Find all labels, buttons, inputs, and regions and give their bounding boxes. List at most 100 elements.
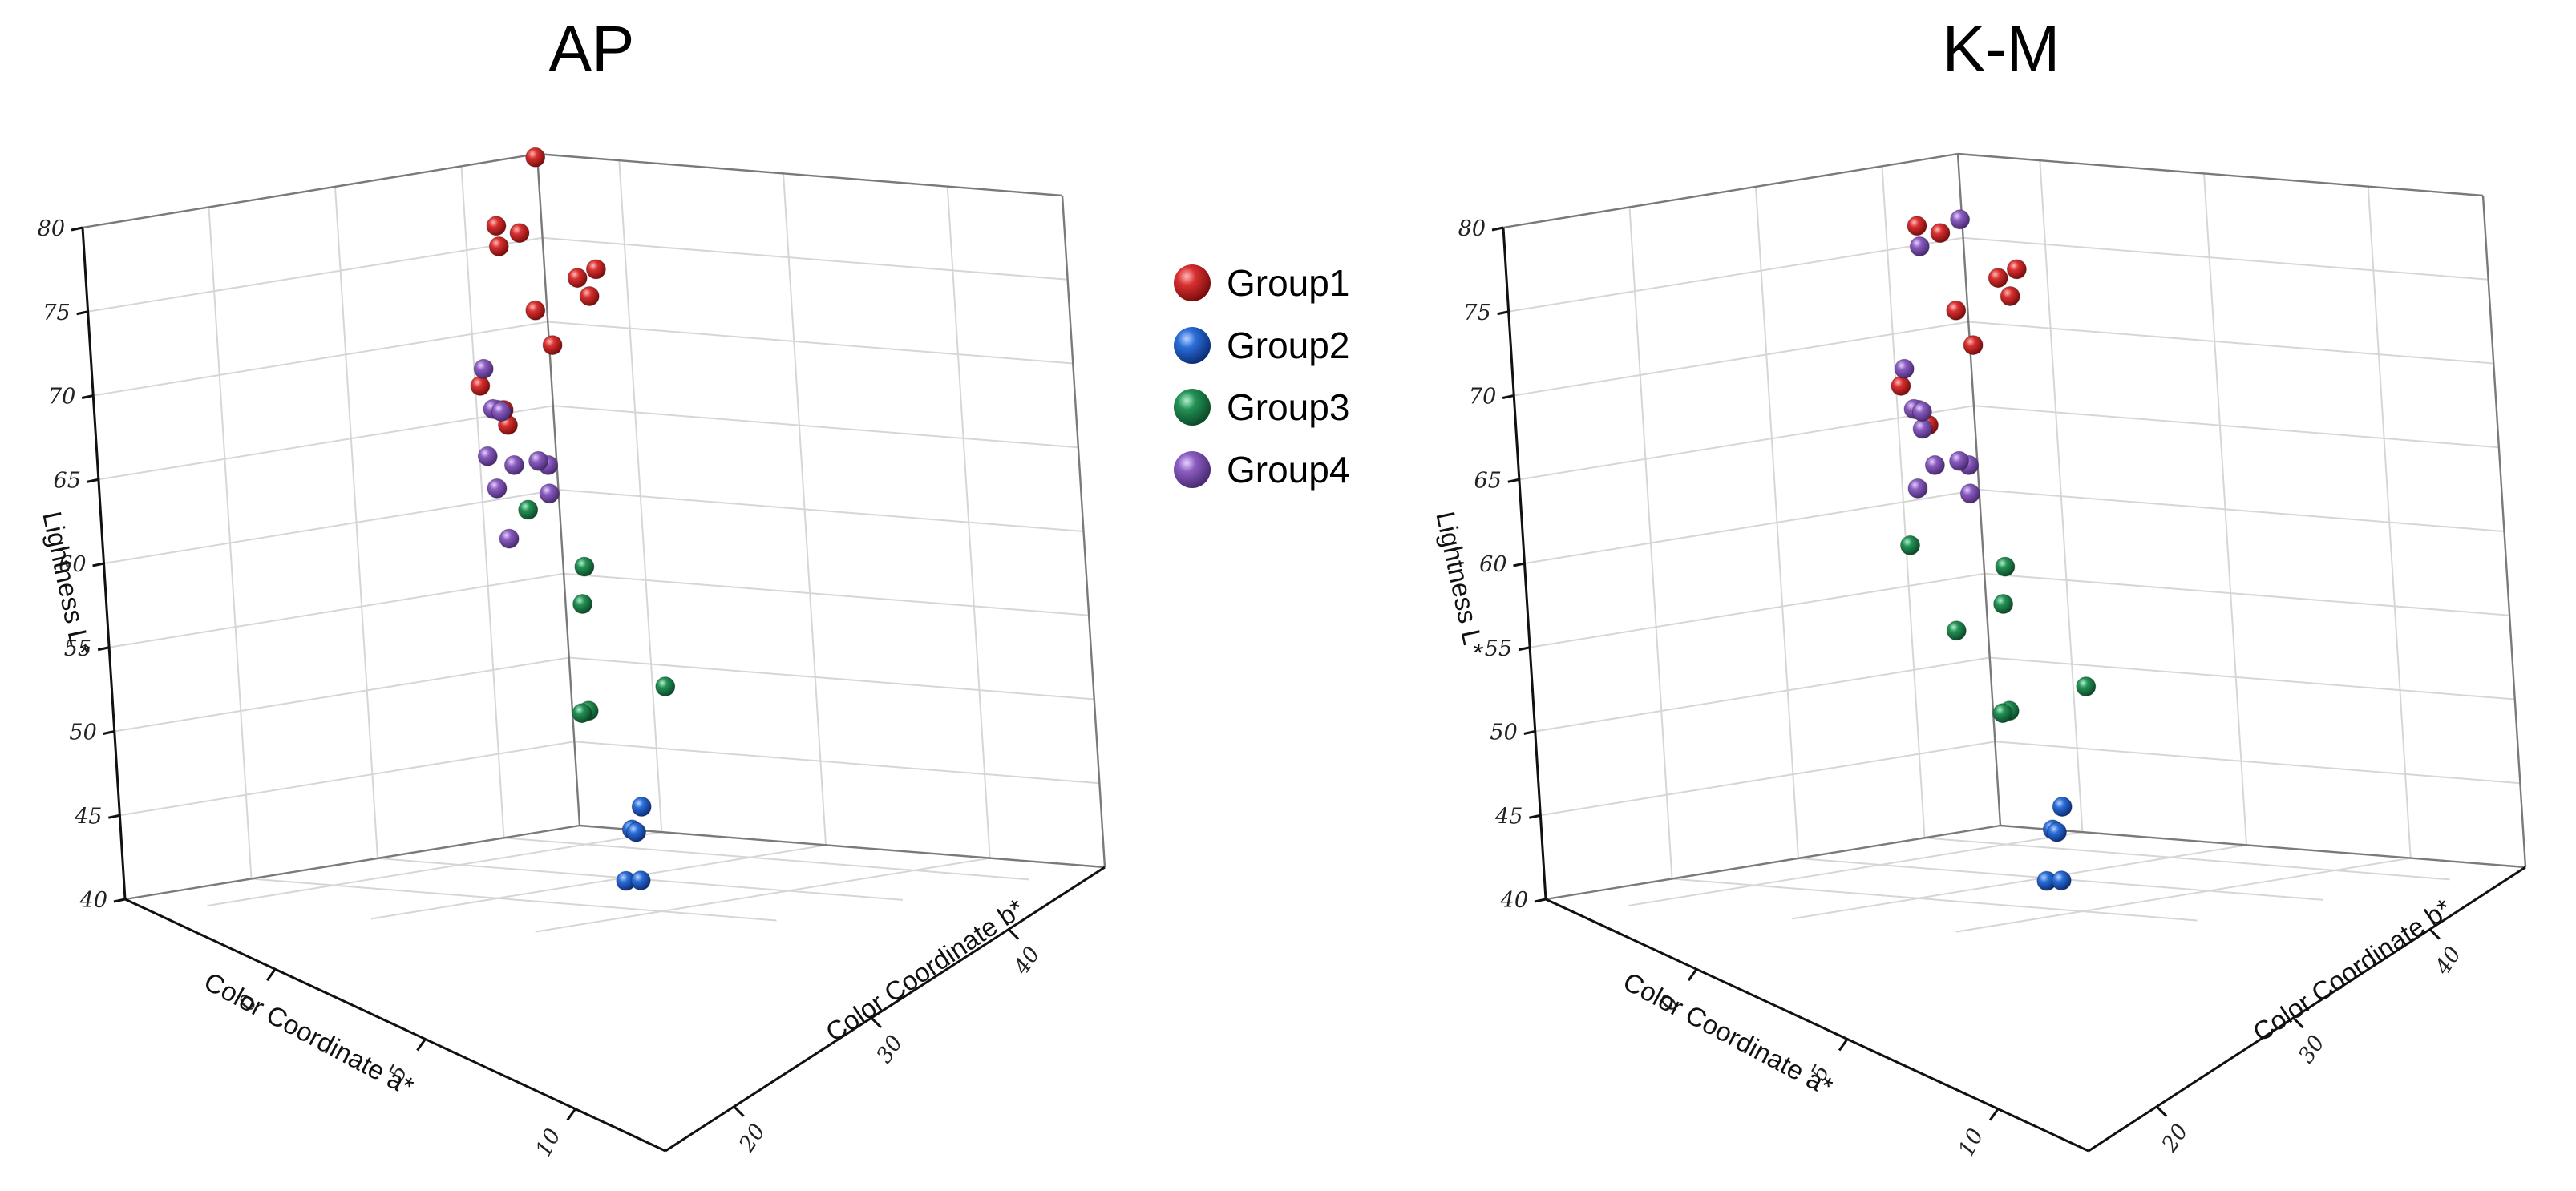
gridline-z [82,152,1063,228]
gridline-b [783,173,827,846]
point-group4 [473,358,494,379]
a-axis-line [124,898,666,1153]
point-group2 [630,870,651,891]
gridline-floor [1628,831,2083,907]
point-group4 [1907,478,1928,499]
z-axis-label: Lightness L* [37,509,96,658]
z-tick-label: 45 [1494,804,1523,829]
gridline-z [1514,321,2494,397]
gridline-z [1524,488,2505,564]
gridline-z [119,741,1100,817]
point-group1 [1946,300,1967,321]
frame-edge [82,152,538,229]
z-tick [1507,478,1520,483]
point-group3 [2076,676,2097,697]
legend-marker-group3 [1174,389,1211,426]
gridline-z [1502,152,2484,228]
z-tick-label: 40 [1500,888,1528,913]
a-tick [1838,1038,1849,1052]
gridline-b [2203,173,2248,846]
gridline-z [1519,405,2499,481]
z-tick [108,814,120,819]
z-tick-label: 55 [64,636,91,661]
gridline-z [1529,572,2510,648]
b-tick-label: 30 [2294,1031,2330,1068]
legend-label-group4: Group4 [1227,449,1349,491]
frame-edge [2000,824,2526,869]
point-group1 [1988,268,2008,289]
b-axis-line [2088,866,2526,1153]
z-tick-label: 75 [1463,301,1490,325]
z-tick-label: 60 [1479,552,1506,577]
z-tick [1502,394,1514,399]
a-tick [266,968,277,982]
gridline-floor [251,878,777,922]
point-group1 [2006,259,2027,280]
b-tick-label: 20 [2157,1120,2193,1157]
gridline-a [334,186,378,858]
gridline-z [1540,741,2521,817]
point-group1 [1963,335,1984,356]
z-tick [92,562,104,567]
point-group3 [1992,703,2013,724]
legend-item-group4: Group4 [1174,449,1349,491]
b-tick-label: 40 [2430,943,2466,980]
b-tick-label: 30 [871,1031,908,1068]
point-group4 [1912,418,1933,439]
b-tick [870,1017,882,1029]
point-group4 [1924,454,1945,475]
a-tick [566,1108,576,1121]
gridline-z [108,572,1090,648]
point-group3 [572,703,592,724]
point-group2 [2051,870,2072,891]
gridline-b [2367,186,2412,858]
frame-edge [1061,195,1106,868]
z-tick-label: 65 [54,468,81,493]
gridline-floor [207,831,662,907]
gridline-z [1545,824,2526,900]
z-tick-label: 45 [74,804,102,829]
z-axis-label: Lightness L* [1430,509,1490,658]
point-group3 [655,676,676,697]
z-tick-label: 80 [1458,216,1486,241]
point-group4 [1909,236,1930,256]
gridline-floor [1924,837,2450,881]
z-tick [71,226,83,232]
point-group2 [631,797,652,817]
legend-item-group3: Group3 [1174,386,1349,428]
point-group3 [1993,594,2014,614]
frame-edge [1502,152,1959,229]
z-tick-label: 80 [38,216,65,241]
z-tick [1523,730,1536,735]
a-tick [416,1038,427,1052]
b-tick-label: 40 [1009,943,1045,980]
point-group1 [1930,223,1951,244]
point-group4 [491,402,512,422]
point-group1 [486,216,507,236]
point-group1 [1907,216,1927,236]
gridline-floor [503,837,1029,881]
y-axis-label: Color Coordinate b* [2247,893,2457,1048]
z-tick-label: 60 [59,552,86,577]
frame-edge [579,824,1106,869]
z-tick-label: 40 [79,888,107,913]
gridline-floor [1672,878,2198,922]
z-tick-label: 55 [1485,636,1512,661]
y-axis-label: Color Coordinate b* [820,893,1029,1048]
z-tick [76,310,88,316]
point-group1 [509,223,530,244]
z-tick [1518,646,1531,652]
point-group1 [1891,375,1911,396]
gridline-b [618,160,663,833]
point-group2 [626,822,646,842]
gridline-floor [370,844,827,920]
gridline-a [460,166,505,838]
z-tick-label: 65 [1474,468,1502,493]
a-tick [1988,1108,2000,1121]
point-group4 [528,450,549,471]
x-axis-label: Color Coordinate a* [1619,966,1838,1101]
z-tick-label: 70 [48,385,75,410]
